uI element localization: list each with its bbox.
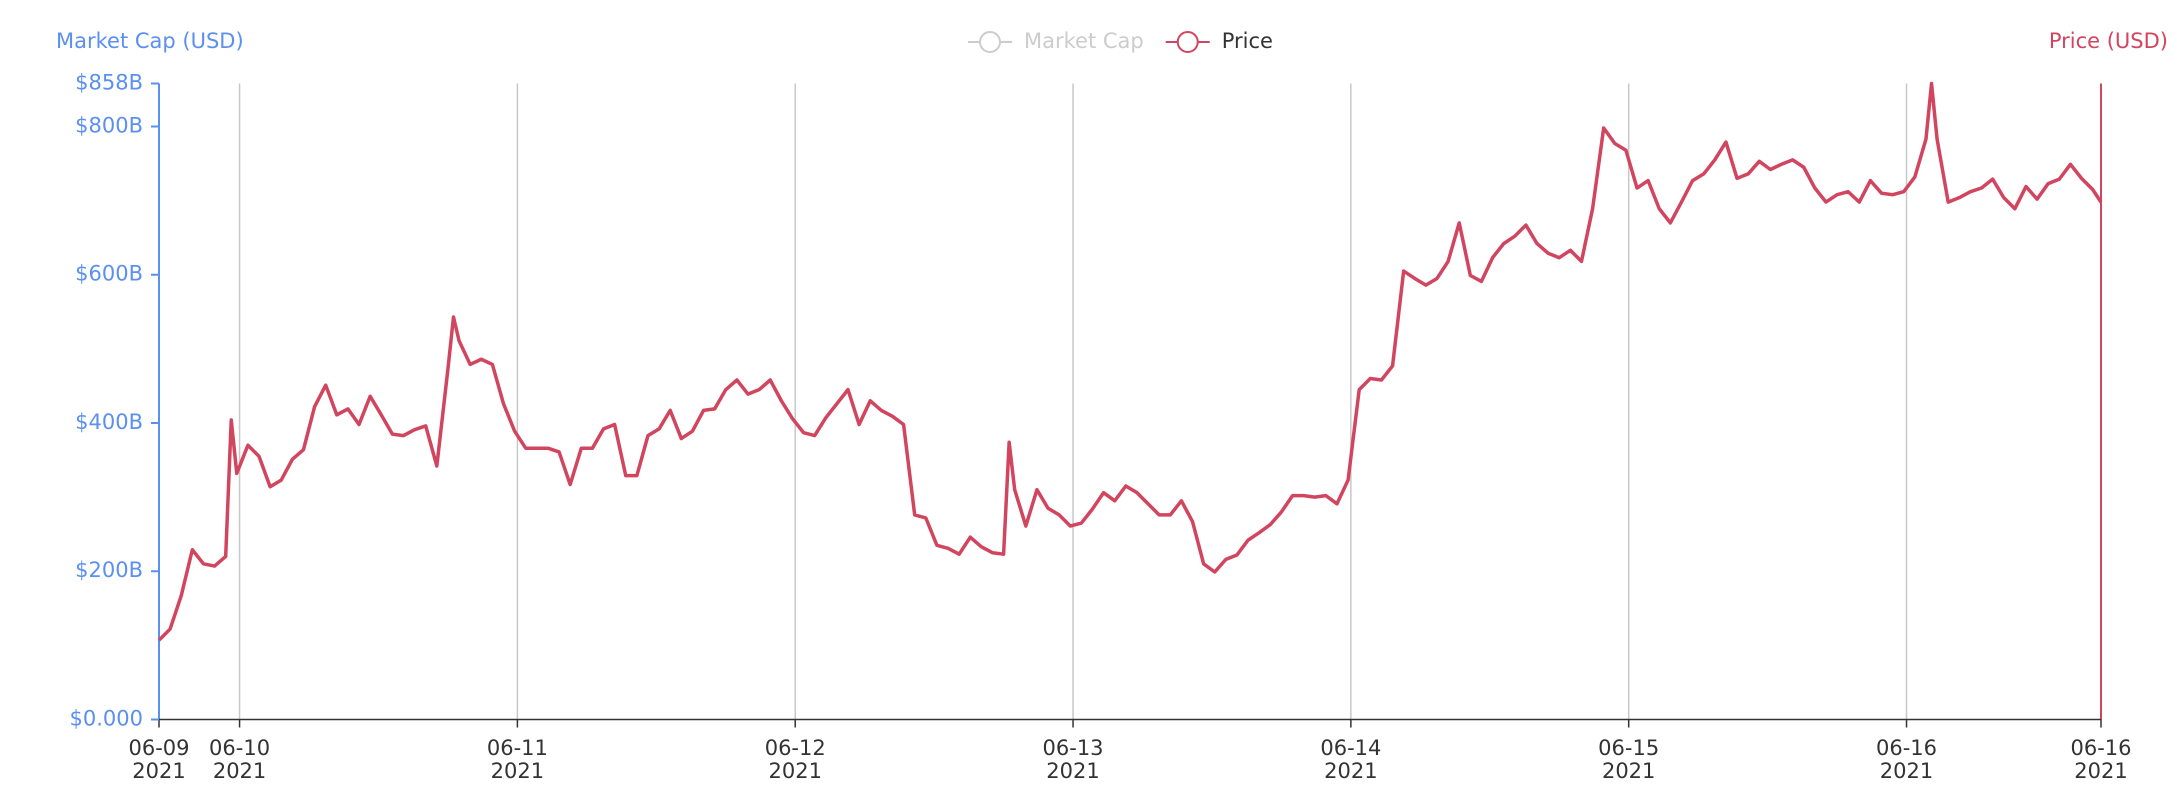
legend-label[interactable]: Price bbox=[1222, 29, 1273, 53]
legend-swatch-marker bbox=[1176, 31, 1199, 53]
x-tick-label: 06-13 2021 bbox=[1042, 735, 1104, 783]
y-tick-label: $400B bbox=[75, 410, 143, 434]
x-tick-label: 06-10 2021 bbox=[209, 735, 271, 783]
y-tick-label: $800B bbox=[75, 113, 143, 137]
price-line bbox=[157, 81, 2103, 642]
x-tick-label: 06-14 2021 bbox=[1320, 735, 1382, 783]
x-tick-label: 06-16 2021 bbox=[2070, 735, 2132, 783]
y-axis-title: Market Cap (USD) bbox=[56, 29, 244, 53]
legend-label[interactable]: Market Cap bbox=[1024, 29, 1144, 53]
x-tick-label: 06-12 2021 bbox=[764, 735, 826, 783]
y2-axis-title: Price (USD) bbox=[2049, 29, 2168, 53]
y-tick-label: $600B bbox=[75, 262, 143, 286]
legend-swatch-marker bbox=[979, 31, 1001, 53]
y-tick-label: $200B bbox=[75, 558, 143, 582]
x-tick-label: 06-11 2021 bbox=[486, 735, 548, 783]
x-tick-label: 06-16 2021 bbox=[1876, 735, 1938, 783]
x-tick-label: 06-09 2021 bbox=[128, 735, 190, 783]
y-tick-label: $0.000 bbox=[70, 707, 143, 731]
x-tick-label: 06-15 2021 bbox=[1598, 735, 1660, 783]
y-tick-label: $858B bbox=[75, 71, 143, 95]
